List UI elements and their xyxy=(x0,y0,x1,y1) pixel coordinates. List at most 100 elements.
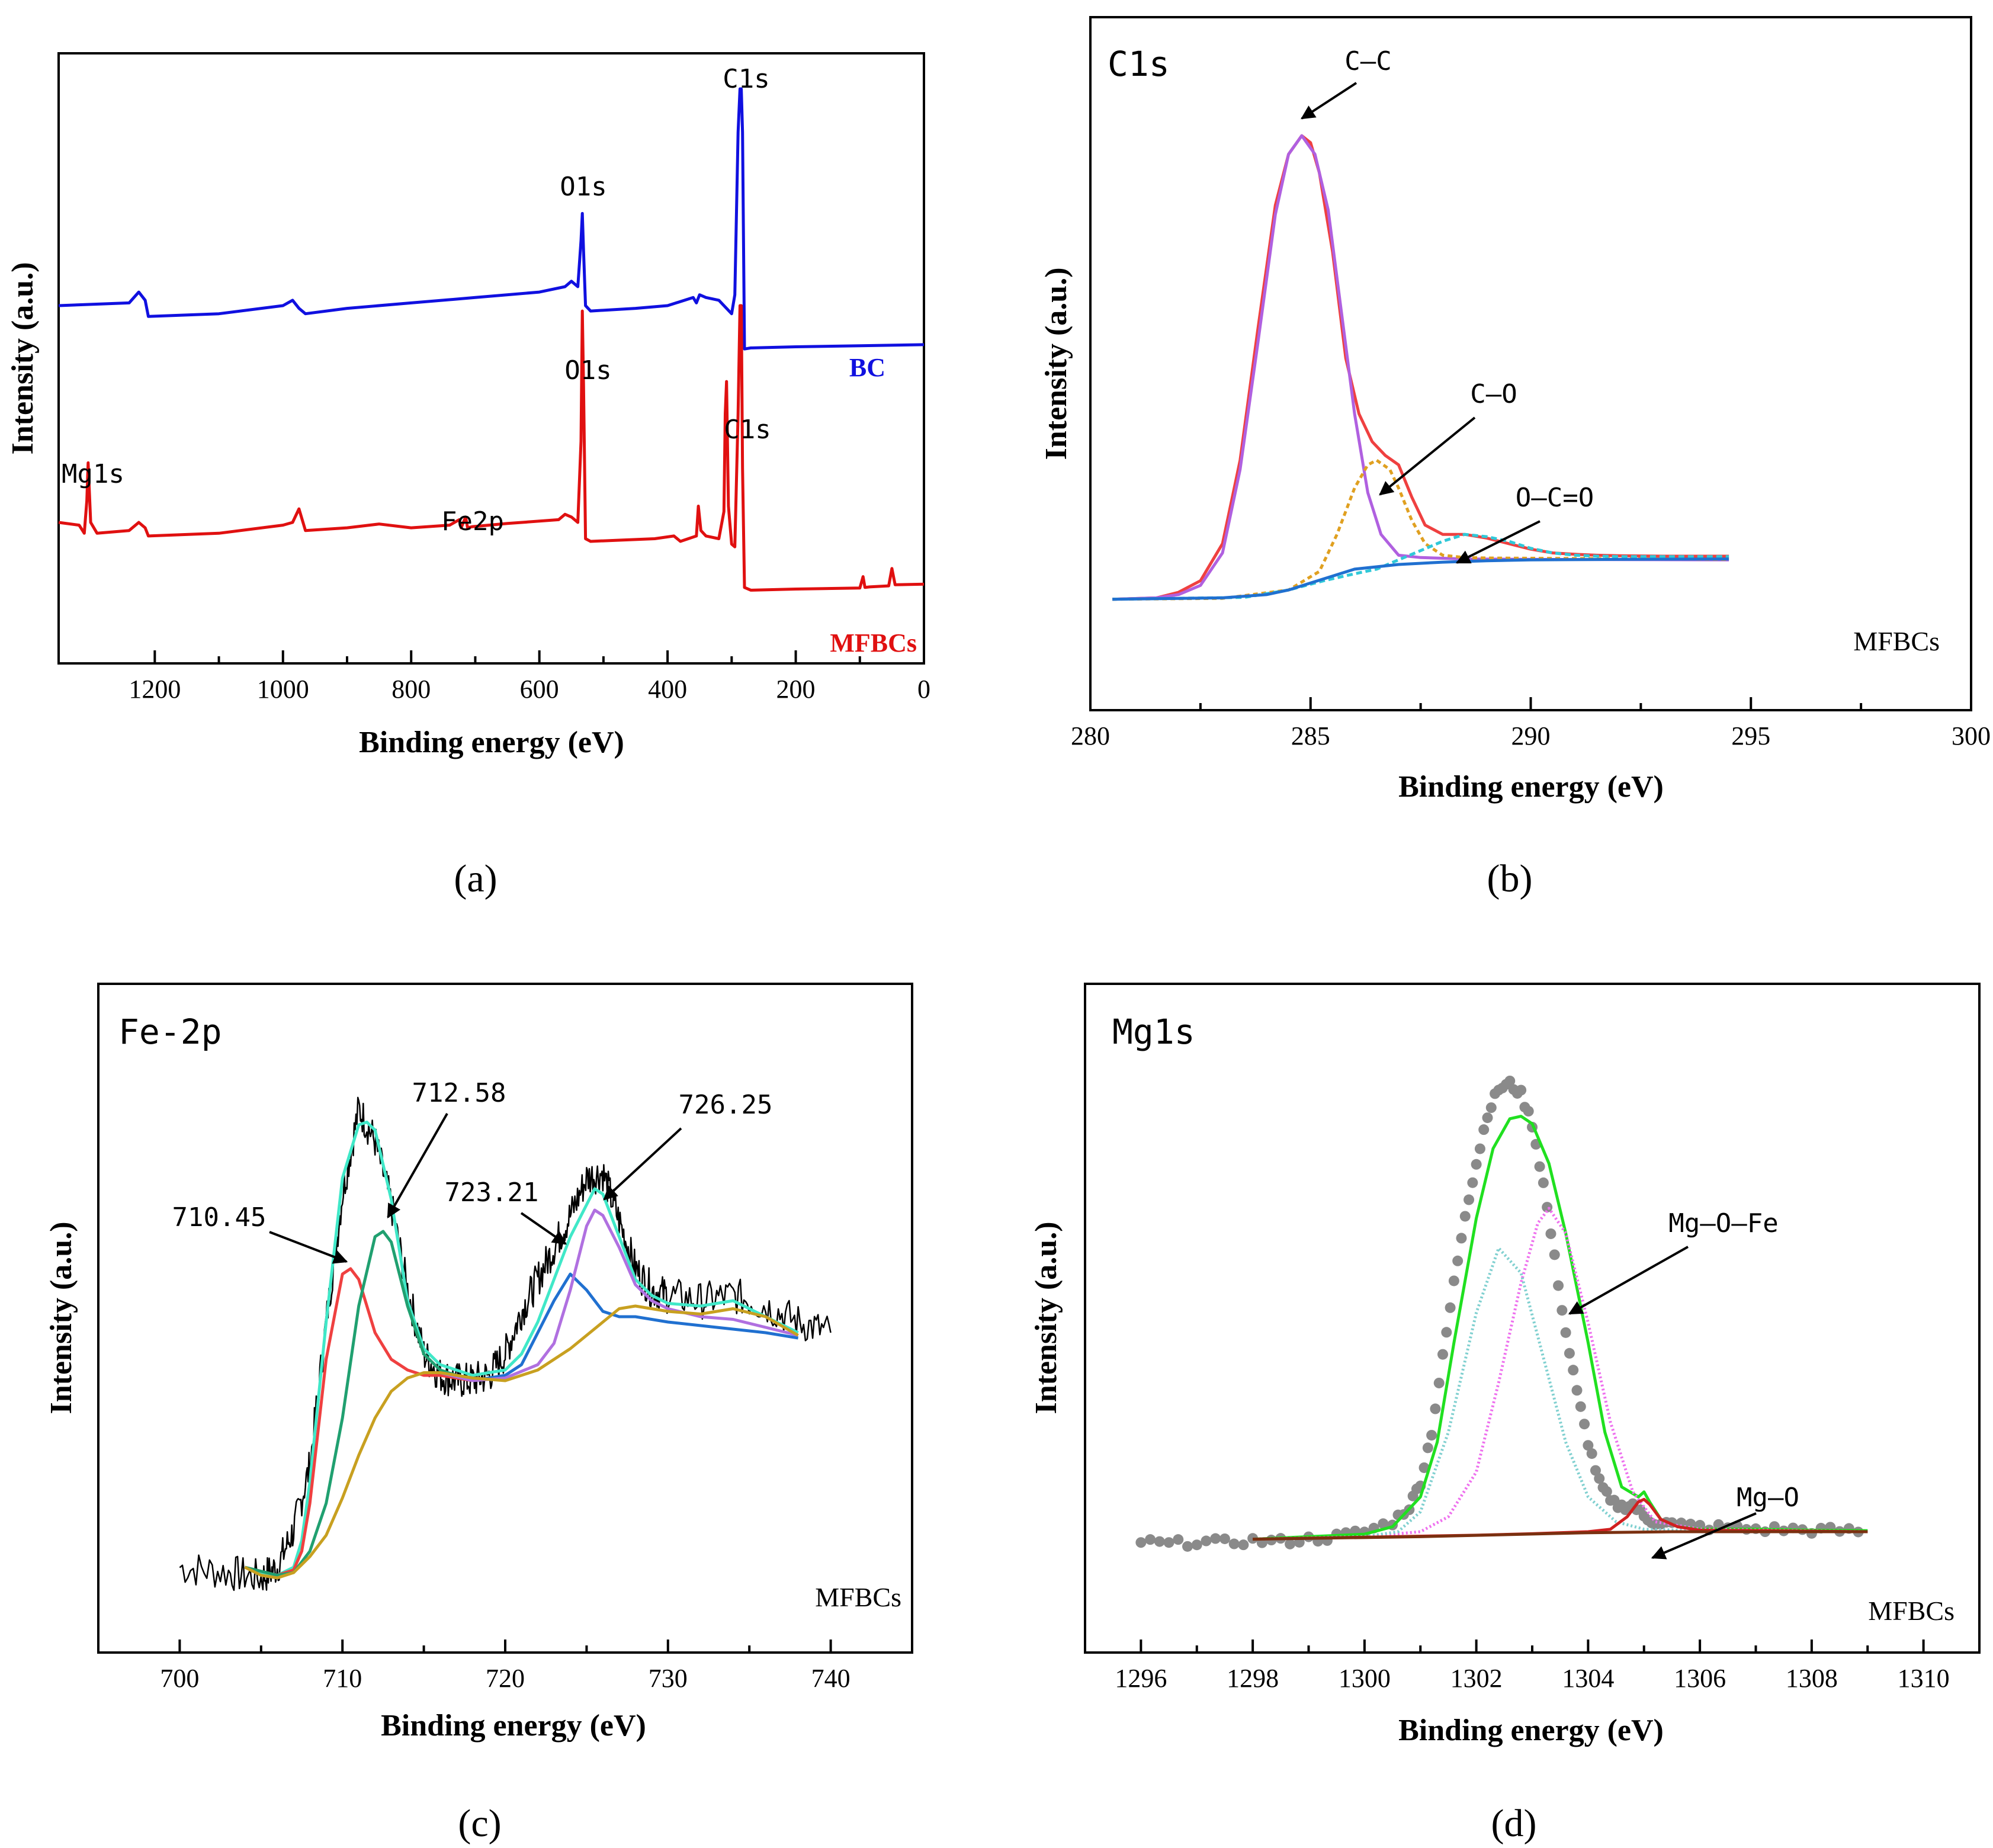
panel-label: (b) xyxy=(1487,857,1533,900)
panel-label: (d) xyxy=(1491,1802,1537,1845)
annotation-arrow xyxy=(269,1231,348,1264)
x-ticks: 1200 1000 800 600 400 200 0 xyxy=(129,650,930,704)
y-axis-title: Intensity (a.u.) xyxy=(44,1221,78,1414)
data-point xyxy=(1523,1106,1534,1117)
panel-label: (c) xyxy=(458,1802,501,1845)
annotation-arrow xyxy=(1379,416,1476,496)
data-point xyxy=(1430,1403,1441,1414)
y-axis-title: Intensity (a.u.) xyxy=(6,262,40,454)
x-axis-title: Binding energy (eV) xyxy=(359,726,624,759)
annotation-arrow xyxy=(387,1113,448,1219)
data-point xyxy=(1219,1533,1230,1544)
data-point xyxy=(1418,1462,1430,1473)
data-point xyxy=(1534,1161,1545,1172)
x-tick-label: 730 xyxy=(649,1664,688,1693)
annotation-arrow xyxy=(1300,82,1357,120)
data-point xyxy=(1542,1202,1553,1213)
annotation-arrow xyxy=(1651,1512,1757,1560)
data-point xyxy=(1135,1537,1147,1548)
sample-label: MFBCs xyxy=(1853,626,1940,656)
data-point xyxy=(1538,1177,1549,1188)
data-point xyxy=(1556,1305,1568,1316)
annotation-arrow xyxy=(603,1127,682,1201)
x-tick-label: 1306 xyxy=(1674,1664,1726,1693)
data-point xyxy=(1448,1275,1459,1286)
plot-frame xyxy=(1089,16,1972,711)
x-tick-label: 710 xyxy=(323,1664,362,1693)
peak-label-c1s-mfbcs: C1s xyxy=(724,415,771,445)
peak-label-o-c-o: O–C=O xyxy=(1516,483,1594,513)
series-group xyxy=(1112,134,1729,601)
x-axis-title: Binding energy (eV) xyxy=(1398,1714,1664,1747)
panel-b: 280 285 290 295 300 C1s MFBCs C–C C–O O–C=O … xyxy=(1039,16,1991,900)
series-envelope xyxy=(1252,1115,1868,1541)
peak-label-726-25: 726.25 xyxy=(679,1090,773,1120)
series-component xyxy=(1253,1246,1868,1541)
data-point xyxy=(1163,1537,1174,1548)
y-axis-title: Intensity (a.u.) xyxy=(1029,1221,1063,1414)
sample-label: MFBCs xyxy=(815,1582,901,1612)
series-group xyxy=(1135,1075,1868,1552)
panel-title: C1s xyxy=(1108,44,1170,84)
x-axis-title: Binding energy (eV) xyxy=(1398,770,1664,804)
x-tick-label: 700 xyxy=(160,1664,199,1693)
data-point xyxy=(1504,1075,1516,1086)
series-envelope xyxy=(244,1121,799,1577)
data-point xyxy=(1173,1534,1184,1545)
annotation-arrow xyxy=(1568,1246,1689,1315)
x-tick-label: 740 xyxy=(811,1664,851,1693)
panel-c: 700 710 720 730 740 Fe-2p MFBCs 710.45 712.5… xyxy=(44,983,913,1845)
series-bc xyxy=(58,87,925,351)
x-ticks: 700 710 720 730 740 xyxy=(160,1640,851,1693)
data-point xyxy=(1437,1349,1448,1360)
x-ticks: 280 285 290 295 300 xyxy=(1071,697,1991,750)
series-group xyxy=(58,87,925,592)
series-c-c xyxy=(1112,134,1729,601)
legend-label-mfbcs: MFBCs xyxy=(830,628,917,657)
data-point xyxy=(1482,1112,1493,1124)
peak-label-c1s-bc: C1s xyxy=(723,64,769,94)
data-point xyxy=(1426,1430,1437,1441)
sample-label: MFBCs xyxy=(1868,1596,1955,1626)
x-tick-label: 200 xyxy=(776,675,816,704)
data-point xyxy=(1445,1302,1456,1313)
y-axis-title: Intensity (a.u.) xyxy=(1039,267,1073,460)
data-point xyxy=(1145,1534,1156,1545)
data-point xyxy=(1575,1401,1586,1412)
series-raw-points xyxy=(1135,1075,1864,1552)
data-point xyxy=(1594,1473,1605,1484)
data-point xyxy=(1459,1211,1471,1222)
data-point xyxy=(1571,1385,1583,1396)
x-tick-label: 300 xyxy=(1952,721,1991,750)
x-tick-label: 290 xyxy=(1511,721,1551,750)
series-mfbcs xyxy=(58,304,925,592)
data-point xyxy=(1201,1535,1212,1547)
peak-label-mg1s: Mg1s xyxy=(62,459,124,489)
annotation-arrow xyxy=(1455,520,1541,564)
data-point xyxy=(1210,1533,1221,1544)
x-ticks: 1296 1298 1300 1302 1304 1306 1308 1310 xyxy=(1115,1640,1950,1693)
data-point xyxy=(1586,1448,1597,1459)
series-710-45 xyxy=(244,1267,473,1577)
peak-label-o1s-mfbcs: O1s xyxy=(564,355,611,386)
series-raw xyxy=(179,1096,832,1592)
x-tick-label: 1296 xyxy=(1115,1664,1167,1693)
data-point xyxy=(1422,1442,1433,1454)
x-tick-label: 400 xyxy=(648,675,687,704)
x-tick-label: 1000 xyxy=(257,675,309,704)
plot-frame xyxy=(57,52,925,665)
data-point xyxy=(1191,1539,1202,1551)
series-o-c-o xyxy=(1112,532,1729,601)
panel-title: Fe-2p xyxy=(118,1012,222,1052)
series-background xyxy=(244,1304,799,1580)
panel-title: Mg1s xyxy=(1112,1012,1195,1052)
data-point xyxy=(1583,1440,1594,1451)
data-point xyxy=(1238,1539,1249,1551)
x-tick-label: 1308 xyxy=(1786,1664,1838,1693)
data-point xyxy=(1516,1085,1527,1096)
x-tick-label: 280 xyxy=(1071,721,1110,750)
x-tick-label: 295 xyxy=(1731,721,1770,750)
data-point xyxy=(1478,1124,1490,1135)
x-tick-label: 0 xyxy=(917,675,930,704)
